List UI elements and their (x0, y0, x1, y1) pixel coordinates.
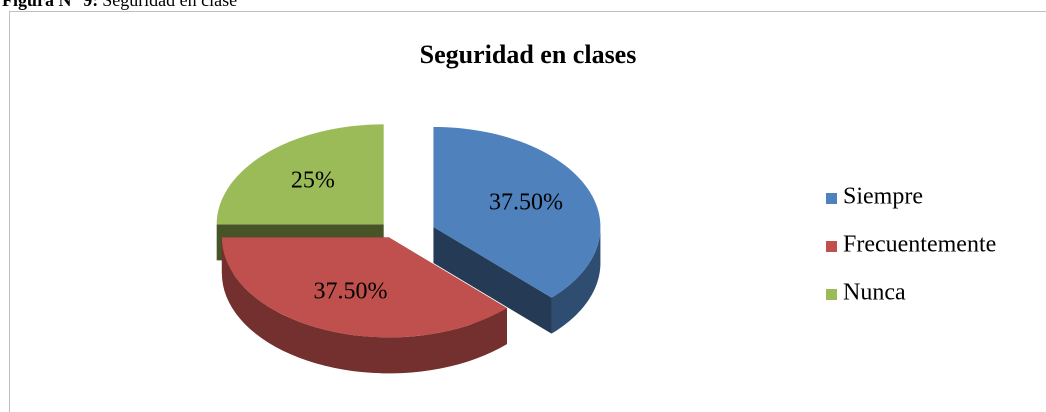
chart-border (9, 11, 1046, 412)
slice-side (221, 237, 507, 374)
caption: Figura N° 9: Seguridad en clase (2, 0, 237, 10)
caption-text: Seguridad en clase (102, 0, 237, 10)
slice-side (551, 226, 601, 334)
legend-label: Siempre (843, 184, 923, 210)
data-label: 37.50% (314, 278, 388, 304)
legend-label: Nunca (843, 280, 906, 306)
legend-swatch (826, 241, 837, 252)
chart-title: Seguridad en clases (420, 40, 637, 69)
slice-wall (433, 226, 552, 334)
caption-label: Figura N° 9: (2, 0, 98, 10)
slice (216, 124, 384, 225)
legend-swatch (826, 289, 837, 300)
data-label: 37.50% (489, 189, 563, 215)
legend-label: Frecuentemente (843, 232, 996, 258)
legend-swatch (826, 193, 837, 204)
slice (433, 126, 601, 298)
data-label: 25% (291, 167, 335, 193)
slice (221, 237, 507, 338)
